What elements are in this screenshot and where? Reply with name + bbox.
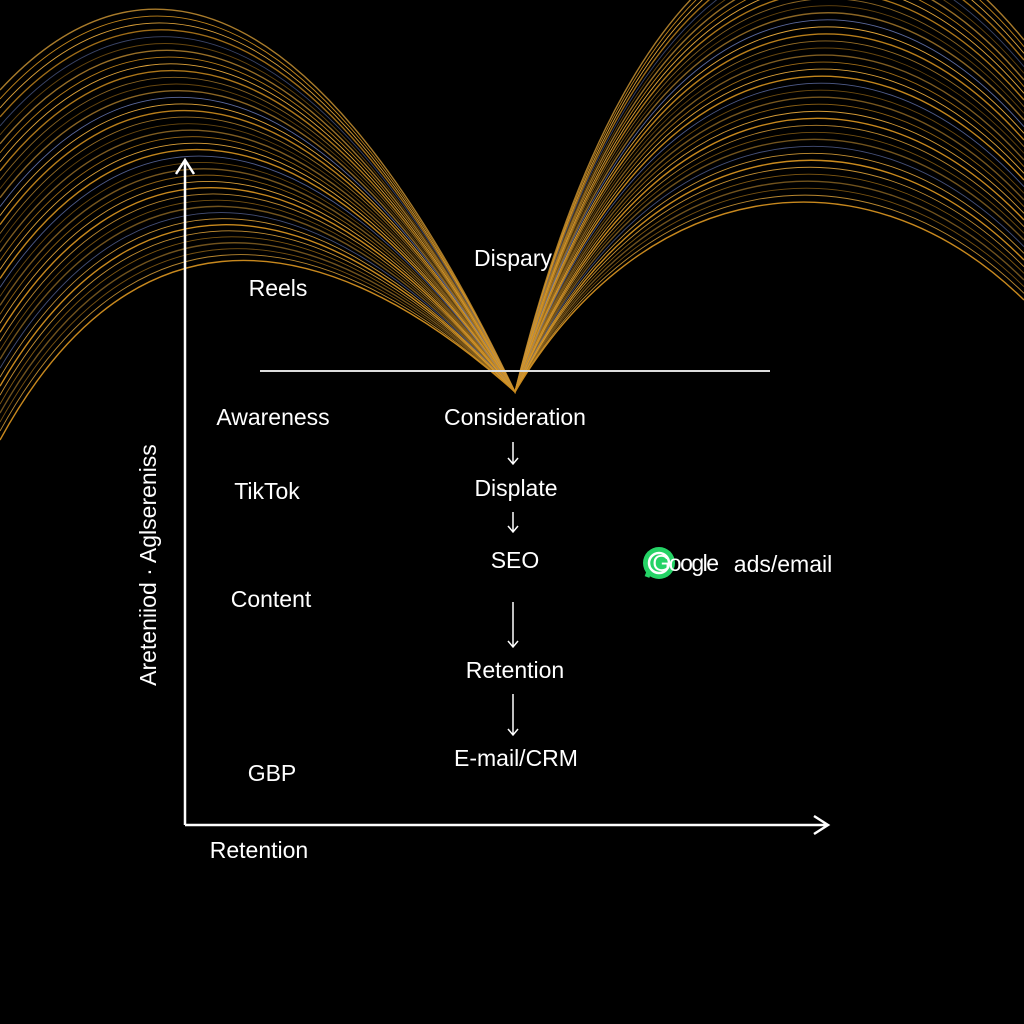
wave-lines: [0, 0, 1024, 441]
left-label: GBP: [248, 760, 297, 786]
funnel-step: Retention: [466, 657, 564, 683]
y-axis: [174, 157, 196, 825]
funnel-step: Consideration: [444, 404, 586, 430]
brand-label: Google: [652, 550, 718, 576]
title: Dispary: [474, 245, 552, 271]
x-axis-label: Retention: [210, 837, 308, 863]
left-label: Reels: [249, 275, 308, 301]
left-label: TikTok: [234, 478, 300, 504]
arrow: [507, 512, 519, 534]
whatsapp-icon: [643, 547, 675, 579]
y-axis-label: Areteniiod · Aglsereniss: [135, 444, 161, 686]
arrow: [507, 602, 519, 649]
left-label: Content: [231, 586, 312, 612]
arrow: [507, 442, 519, 466]
wave-line: [0, 201, 1024, 441]
funnel-step: SEO: [491, 547, 540, 573]
x-axis: [185, 814, 831, 836]
arrow: [507, 694, 519, 737]
left-label: Awareness: [216, 404, 329, 430]
funnel-step: Displate: [474, 475, 557, 501]
side-label: ads/email: [734, 551, 832, 577]
funnel-step: E-mail/CRM: [454, 745, 578, 771]
